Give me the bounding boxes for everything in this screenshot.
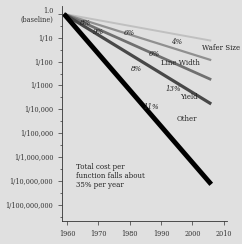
Text: Other: Other (177, 115, 197, 123)
Text: 6%: 6% (149, 51, 160, 59)
Text: 4%: 4% (171, 38, 182, 46)
Text: 13%: 13% (166, 85, 182, 93)
Text: 6%: 6% (124, 30, 135, 38)
Text: 9%: 9% (93, 28, 104, 36)
Text: Line Width: Line Width (161, 59, 200, 67)
Text: 11%: 11% (144, 103, 159, 111)
Text: Wafer Size: Wafer Size (202, 44, 240, 52)
Text: Yield: Yield (180, 93, 197, 102)
Text: Total cost per
function falls about
35% per year: Total cost per function falls about 35% … (76, 163, 145, 189)
Text: 8%: 8% (130, 65, 142, 73)
Text: 8%: 8% (80, 19, 91, 27)
